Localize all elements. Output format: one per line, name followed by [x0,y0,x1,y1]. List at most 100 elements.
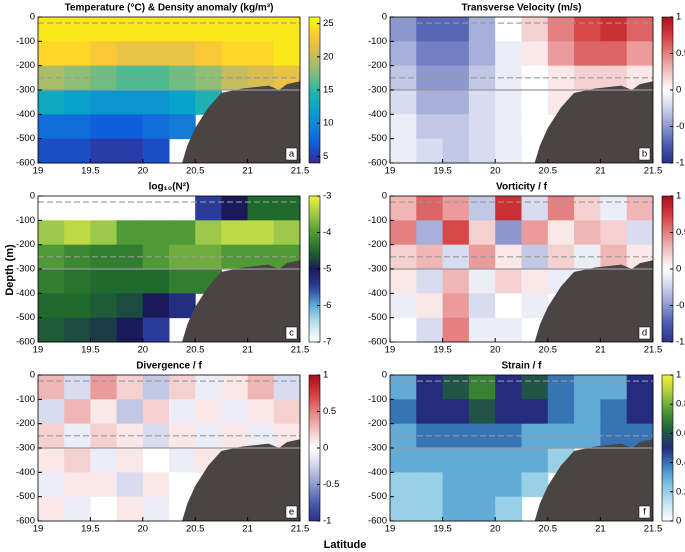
heatmap-cell [116,399,144,425]
heatmap-cell [600,375,628,400]
heatmap-cell [442,269,470,294]
heatmap-cell [142,317,170,343]
colorbar-tick-label: 0 [676,264,681,275]
y-tick-label: -300 [16,85,35,96]
heatmap-cell [416,17,444,42]
heatmap-cell [247,220,275,246]
heatmap-cell [416,317,444,343]
heatmap-cell [142,138,170,164]
heatmap-cell [600,196,628,221]
heatmap-cell [468,375,496,400]
heatmap-cell [195,41,222,67]
y-tick-label: -300 [368,264,387,275]
heatmap-cell [169,41,196,67]
y-tick-label: -400 [368,288,387,299]
panel-title: Divergence / f [136,361,202,372]
colorbar-tick-label: 20 [323,51,334,62]
heatmap-cell [495,41,522,67]
heatmap-cell [116,17,144,42]
heatmap-cell [38,317,65,343]
panel-label-box [285,505,298,519]
x-tick-label: 20.5 [186,524,205,535]
y-tick-label: -200 [16,239,35,250]
colorbar-tick-label: 0.4 [676,457,685,468]
heatmap-cell [90,138,118,164]
heatmap-cell [390,496,417,522]
heatmap-cell [64,41,91,67]
x-axis-label: Latitude [324,539,367,551]
colorbar-tick-label: 1 [323,370,328,381]
heatmap-cell [521,41,549,67]
heatmap-cell [416,293,444,319]
y-tick-label: -400 [16,288,35,299]
heatmap-cell [64,220,91,246]
heatmap-cell [521,90,549,115]
y-tick-label: 0 [30,191,35,202]
heatmap-cell [221,244,249,270]
heatmap-cell [64,375,91,400]
heatmap-cell [495,293,522,319]
heatmap-cell [221,423,249,449]
y-tick-label: -100 [16,215,35,226]
heatmap-cell [574,196,601,221]
heatmap-cell [521,448,549,473]
heatmap-cell [468,196,496,221]
panel-title: log₁₀(N²) [149,182,190,193]
heatmap-cell [468,293,496,319]
x-tick-label: 19.5 [81,345,100,356]
colorbar-tick-label: 0.5 [676,48,685,59]
heatmap-cell [521,293,549,319]
heatmap-cell [442,138,470,164]
heatmap-cell [442,114,470,140]
heatmap-cell [195,196,222,221]
heatmap-cell [90,448,118,473]
heatmap-cell [521,17,549,42]
heatmap-cell [521,375,549,400]
heatmap-cell [416,399,444,425]
panel-title: Strain / f [501,361,542,372]
heatmap-cell [90,41,118,67]
heatmap-cell [468,17,496,42]
heatmap-cell [547,196,575,221]
y-tick-label: -500 [16,133,35,144]
heatmap-cell [195,65,222,91]
heatmap-cell [116,472,144,498]
heatmap-cell [574,220,601,246]
y-tick-label: -100 [368,36,387,47]
x-tick-label: 19 [385,166,396,177]
x-tick-label: 21.5 [291,166,310,177]
colorbar [661,374,674,522]
heatmap-cell [273,375,301,400]
heatmap-cell [221,399,249,425]
seafloor [534,81,653,163]
heatmap-cell [142,399,170,425]
heatmap-cell [521,114,549,140]
heatmap-cell [416,472,444,498]
heatmap-cell [574,17,601,42]
heatmap-cell [547,220,575,246]
colorbar-tick-label: -7 [323,337,331,348]
heatmap-cell [600,41,628,67]
y-tick-label: -300 [16,443,35,454]
colorbar-tick-label: 0.2 [676,486,685,497]
heatmap-cell [38,293,65,319]
x-tick-label: 20 [490,345,501,356]
heatmap-cell [221,65,249,91]
heatmap-cell [521,399,549,425]
x-tick-label: 19.5 [433,345,452,356]
heatmap-cell [64,269,91,294]
x-tick-label: 21 [595,524,606,535]
heatmap-cell [142,220,170,246]
heatmap-cell [169,17,196,42]
x-tick-label: 21 [242,166,253,177]
heatmap-cell [90,293,118,319]
panel-label-box [638,326,651,340]
colorbar-tick-label: -1 [676,337,684,348]
heatmap-cell [442,41,470,67]
heatmap-cell [64,293,91,319]
heatmap-cell [442,472,470,498]
heatmap-cell [169,472,196,498]
heatmap-cell [195,375,222,400]
panel-title: Vorticity / f [496,182,548,193]
x-tick-label: 21 [242,524,253,535]
